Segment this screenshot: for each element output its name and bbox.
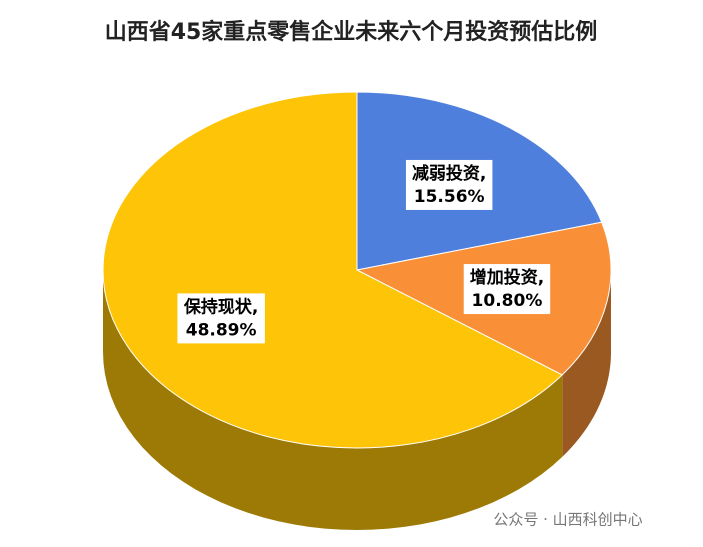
data-label: 增加投资, 10.80%	[463, 264, 551, 315]
watermark: 公众号 · 山西科创中心	[493, 511, 642, 529]
data-labels: 减弱投资, 15.56% 增加投资, 10.80% 保持现状, 48.89%	[177, 159, 551, 344]
slice-side	[562, 270, 611, 457]
label-value: 10.80%	[472, 291, 543, 311]
label-box	[405, 159, 493, 210]
data-label: 减弱投资, 15.56%	[405, 159, 493, 210]
label-category: 保持现状,	[183, 296, 258, 317]
label-box	[177, 293, 265, 344]
label-category: 增加投资,	[470, 267, 544, 288]
label-category: 减弱投资,	[412, 163, 486, 184]
data-label: 保持现状, 48.89%	[177, 293, 265, 344]
pie	[102, 91, 612, 530]
label-value: 15.56%	[414, 187, 485, 207]
slice	[102, 91, 564, 449]
label-value: 48.89%	[186, 320, 257, 340]
label-box	[463, 264, 551, 315]
chart-title: 山西省45家重点零售企业未来六个月投资预估比例	[105, 19, 598, 45]
slice-side	[103, 270, 563, 530]
